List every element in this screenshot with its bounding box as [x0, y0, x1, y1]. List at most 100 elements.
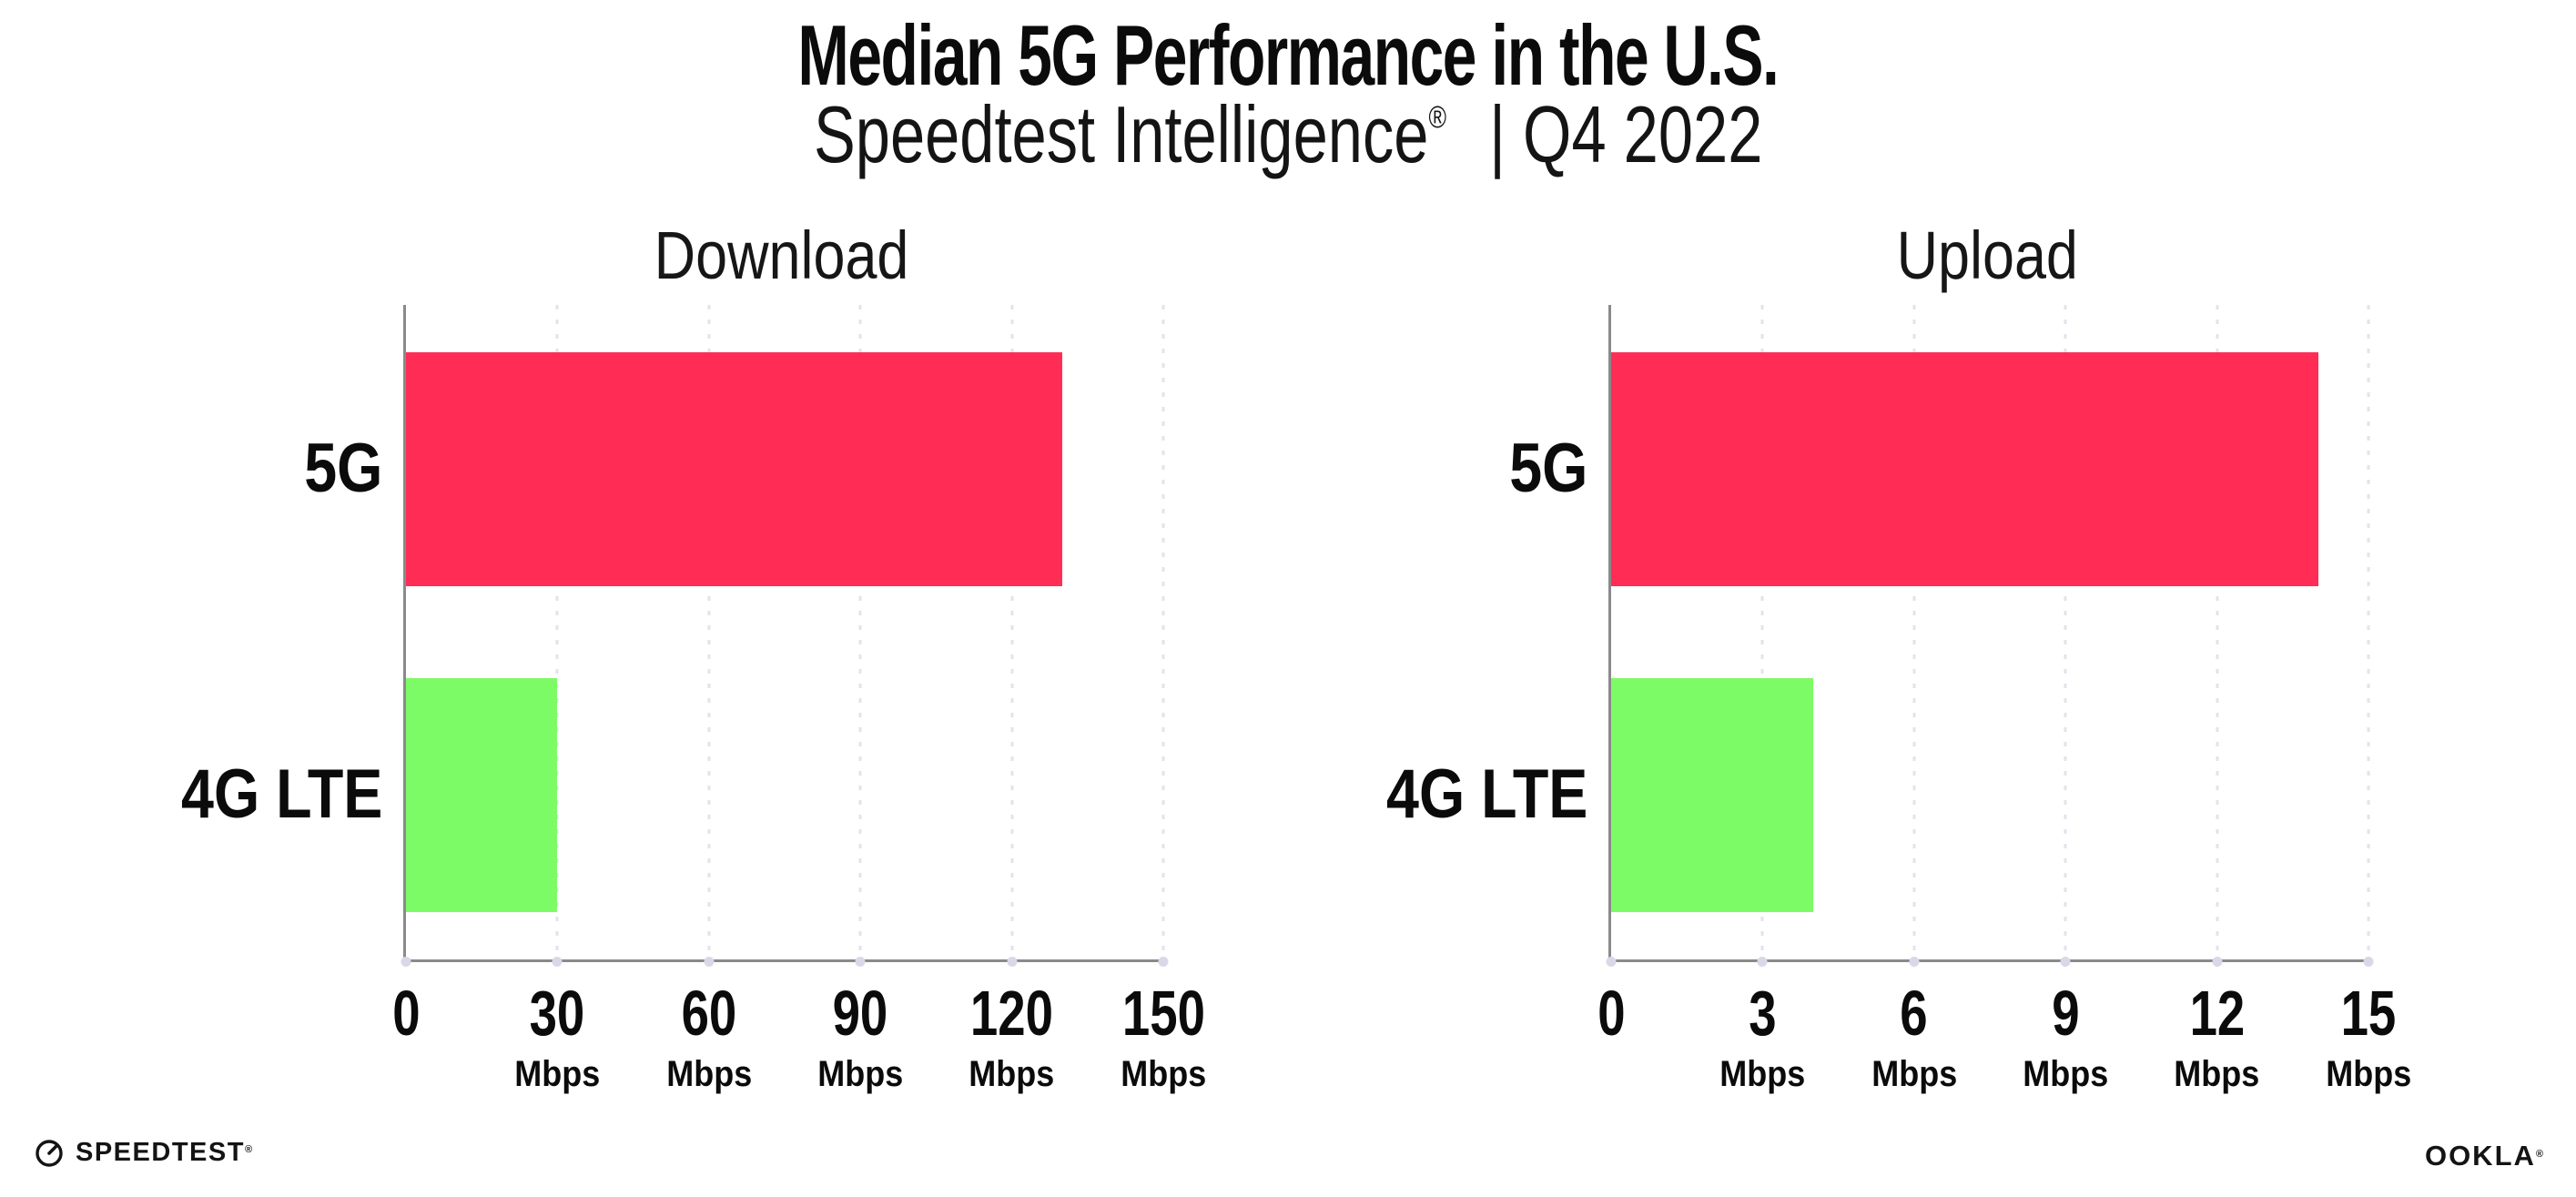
- tick-value: 3: [1626, 981, 1899, 1045]
- tick-value: 150: [1027, 981, 1300, 1045]
- tick-value: 9: [1929, 981, 2202, 1045]
- axis-tick-dot: [2363, 957, 2374, 967]
- tick-value-text: 120: [970, 978, 1054, 1049]
- subtitle-brand: Speedtest Intelligence: [813, 89, 1429, 179]
- tick-value: 30: [421, 981, 694, 1045]
- tick-unit-text: Mbps: [969, 1054, 1055, 1094]
- subtitle-separator: [1446, 89, 1489, 179]
- tick-unit: Mbps: [573, 1054, 846, 1094]
- gridline: [707, 305, 711, 959]
- gridline: [858, 305, 862, 959]
- axis-tick-dot: [552, 957, 563, 967]
- registered-trademark-icon: ®: [1428, 99, 1446, 135]
- axis-tick-dot: [2212, 957, 2223, 967]
- x-tick-90: 90 Mbps: [724, 981, 997, 1094]
- tick-value-text: 90: [832, 978, 888, 1049]
- tick-value-text: 15: [2340, 978, 2397, 1049]
- category-label-text: 4G LTE: [180, 756, 382, 833]
- tick-value: 120: [876, 981, 1149, 1045]
- gridline: [1010, 305, 1014, 959]
- tick-unit-text: Mbps: [2326, 1054, 2411, 1094]
- category-label-4g-lte: 4G LTE: [55, 760, 382, 829]
- tick-unit: Mbps: [1778, 1054, 2051, 1094]
- subtitle-period: | Q4 2022: [1488, 89, 1763, 179]
- tick-value-text: 60: [681, 978, 737, 1049]
- bar-4g-lte: [406, 678, 558, 912]
- tick-value-text: 3: [1749, 978, 1777, 1049]
- download-plot-area: 0 30 Mbps 60 Mbps 90 Mbps 120 Mbps 150 Mbps 5G 4G LT…: [181, 305, 1206, 1094]
- category-label-text: 5G: [303, 430, 382, 507]
- x-tick-15: 15 Mbps: [2232, 981, 2505, 1094]
- tick-value-text: 30: [530, 978, 585, 1049]
- bar-5g: [406, 352, 1063, 586]
- axis-tick-dot: [1606, 957, 1617, 967]
- gridline: [2367, 305, 2370, 959]
- tick-unit-text: Mbps: [2174, 1054, 2260, 1094]
- ookla-wordmark-text: OOKLA: [2424, 1140, 2536, 1172]
- tick-value-text: 12: [2189, 978, 2245, 1049]
- speedtest-wordmark: SPEEDTEST®: [76, 1138, 254, 1168]
- page-title-text: Median 5G Performance in the U.S.: [797, 7, 1779, 103]
- gridline: [2064, 305, 2067, 959]
- category-label-text: 4G LTE: [1385, 756, 1587, 833]
- tick-value: 0: [269, 981, 543, 1045]
- tick-unit: Mbps: [2081, 1054, 2354, 1094]
- axis-tick-dot: [2060, 957, 2071, 967]
- subtitle-text: Speedtest Intelligence® | Q4 2022: [814, 92, 1762, 177]
- category-label-text: 5G: [1508, 430, 1587, 507]
- x-tick-0: 0: [1475, 981, 1748, 1045]
- tick-value: 15: [2232, 981, 2505, 1045]
- axis-tick-dot: [855, 957, 866, 967]
- axis-tick-dot: [704, 957, 715, 967]
- tick-value: 12: [2081, 981, 2354, 1045]
- tick-unit-text: Mbps: [1121, 1054, 1206, 1094]
- upload-chart-title: Upload: [1896, 218, 2078, 293]
- tick-unit: Mbps: [2232, 1054, 2505, 1094]
- category-label-4g-lte: 4G LTE: [1260, 760, 1587, 829]
- tick-unit: Mbps: [1027, 1054, 1300, 1094]
- download-chart-title: Download: [654, 218, 909, 293]
- upload-plot-area: 0 3 Mbps 6 Mbps 9 Mbps 12 Mbps 15 Mbps 5G 4G LTE: [1386, 305, 2411, 1094]
- x-tick-150: 150 Mbps: [1027, 981, 1300, 1094]
- gridline: [1760, 305, 1764, 959]
- category-label-5g: 5G: [55, 434, 382, 503]
- ookla-registered-icon: ®: [2535, 1149, 2545, 1160]
- bar-4g-lte: [1611, 678, 1813, 912]
- x-tick-12: 12 Mbps: [2081, 981, 2354, 1094]
- tick-unit: Mbps: [1626, 1054, 1899, 1094]
- x-tick-6: 6 Mbps: [1778, 981, 2051, 1094]
- tick-unit: Mbps: [876, 1054, 1149, 1094]
- tick-unit-text: Mbps: [1871, 1054, 1957, 1094]
- tick-unit: Mbps: [421, 1054, 694, 1094]
- tick-value-text: 150: [1121, 978, 1205, 1049]
- gridline: [1912, 305, 1916, 959]
- tick-value: 6: [1778, 981, 2051, 1045]
- tick-value: 0: [1475, 981, 1748, 1045]
- axis-tick-dot: [401, 957, 411, 967]
- tick-value-text: 0: [1597, 978, 1626, 1049]
- speedtest-logo: SPEEDTEST®: [33, 1136, 254, 1169]
- x-tick-30: 30 Mbps: [421, 981, 694, 1094]
- speedtest-registered-icon: ®: [244, 1143, 254, 1155]
- x-tick-60: 60 Mbps: [573, 981, 846, 1094]
- tick-value-text: 0: [391, 978, 421, 1049]
- ookla-wordmark: OOKLA®: [2425, 1140, 2545, 1172]
- x-tick-0: 0: [269, 981, 543, 1045]
- x-tick-3: 3 Mbps: [1626, 981, 1899, 1094]
- speedtest-gauge-icon: [35, 1140, 63, 1167]
- category-label-5g: 5G: [1260, 434, 1587, 503]
- speedtest-wordmark-text: SPEEDTEST: [76, 1137, 245, 1167]
- tick-unit: Mbps: [724, 1054, 997, 1094]
- axis-tick-dot: [1007, 957, 1018, 967]
- gridline: [1161, 305, 1165, 959]
- axis-tick-dot: [1909, 957, 1920, 967]
- tick-value-text: 9: [2052, 978, 2080, 1049]
- tick-unit-text: Mbps: [514, 1054, 601, 1094]
- x-tick-9: 9 Mbps: [1929, 981, 2202, 1094]
- gridline: [2216, 305, 2219, 959]
- axis-tick-dot: [1757, 957, 1768, 967]
- tick-unit: Mbps: [1929, 1054, 2202, 1094]
- tick-value: 90: [724, 981, 997, 1045]
- axis-tick-dot: [1158, 957, 1169, 967]
